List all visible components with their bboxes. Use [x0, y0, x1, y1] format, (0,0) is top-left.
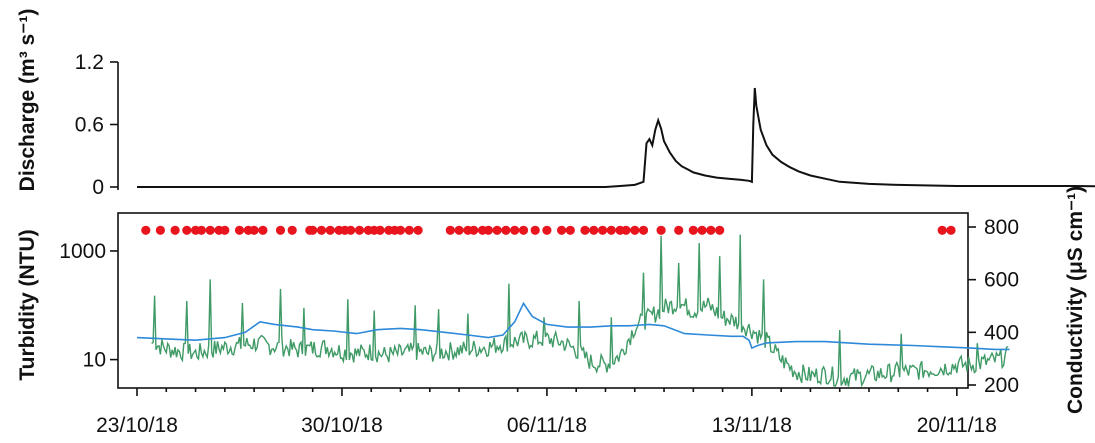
sampling-marker-point: [946, 225, 956, 235]
discharge-y-tick-label: 0.6: [75, 114, 104, 137]
sampling-marker-point: [510, 225, 520, 235]
discharge-y-tick-label: 1.2: [75, 51, 104, 74]
conductivity-y-tick-label: 400: [984, 321, 1019, 344]
sampling-marker-point: [706, 225, 716, 235]
sampling-marker-point: [155, 225, 165, 235]
sampling-marker-point: [205, 225, 215, 235]
sampling-marker-point: [454, 225, 464, 235]
sampling-marker-point: [354, 225, 365, 235]
date-x-tick-label: 20/11/18: [917, 414, 997, 437]
sampling-marker-point: [715, 225, 725, 235]
sampling-marker-point: [234, 225, 245, 235]
sampling-marker-point: [656, 225, 666, 235]
sampling-marker-point: [220, 225, 230, 235]
sampling-marker-point: [316, 225, 327, 235]
conductivity-y-tick-label: 200: [984, 374, 1019, 397]
sampling-marker-point: [404, 225, 414, 235]
sampling-marker-point: [258, 225, 268, 235]
sampling-markers: [141, 225, 956, 235]
sampling-marker-point: [589, 225, 599, 235]
conductivity-series-line: [136, 301, 1010, 351]
sampling-marker-point: [249, 225, 259, 235]
sampling-marker-point: [530, 225, 540, 235]
sampling-marker-point: [638, 225, 649, 235]
sampling-marker-point: [598, 225, 608, 235]
turbidity-y-tick-label: 10: [83, 349, 106, 372]
sampling-marker-point: [141, 225, 151, 235]
sampling-marker-point: [325, 225, 335, 235]
sampling-marker-point: [182, 225, 192, 235]
date-x-tick-label: 13/11/18: [712, 414, 792, 437]
sampling-marker-point: [606, 225, 616, 235]
sampling-marker-point: [565, 225, 575, 235]
sampling-marker-point: [501, 225, 511, 235]
discharge-series-line: [137, 87, 1095, 188]
sampling-marker-point: [580, 225, 590, 235]
sampling-marker-point: [557, 225, 567, 235]
discharge-axis-label: Discharge (m³ s⁻¹): [16, 9, 39, 192]
turbidity-conductivity-panel: Turbidity (NTU) Conductivity (μS cm⁻¹) 1…: [16, 186, 1087, 437]
turbidity-y-tick-label: 1000: [59, 240, 106, 263]
bottom-plot-frame: [117, 212, 969, 389]
date-x-tick-label: 23/10/18: [96, 414, 178, 437]
sampling-marker-point: [196, 225, 206, 235]
sampling-marker-point: [469, 225, 479, 235]
sampling-marker-point: [542, 225, 552, 235]
sampling-marker-point: [630, 225, 640, 235]
sampling-marker-point: [395, 225, 406, 235]
sampling-marker-point: [308, 225, 318, 235]
sampling-marker-point: [287, 225, 297, 235]
sampling-marker-point: [445, 225, 455, 235]
turbidity-y-ticks: 10 1000: [59, 240, 118, 372]
date-x-tick-label: 30/10/18: [301, 414, 383, 437]
sampling-marker-point: [621, 225, 631, 235]
turbidity-series-line: [151, 234, 1009, 389]
discharge-y-tick-label: 0: [92, 176, 104, 199]
sampling-marker-point: [346, 225, 356, 235]
sampling-marker-point: [413, 225, 423, 235]
sampling-marker-point: [483, 225, 493, 235]
conductivity-y-tick-label: 600: [984, 269, 1019, 292]
sampling-marker-point: [375, 225, 385, 235]
turbidity-axis-label: Turbidity (NTU): [16, 229, 39, 380]
sampling-marker-point: [674, 225, 684, 235]
sampling-marker-point: [697, 225, 707, 235]
conductivity-y-ticks: 200 400 600 800: [968, 216, 1019, 397]
sampling-marker-point: [688, 225, 698, 235]
discharge-panel: Discharge (m³ s⁻¹) 0 0.6 1.2: [16, 9, 1095, 199]
discharge-y-ticks: 0 0.6 1.2: [75, 51, 118, 199]
sampling-marker-point: [275, 225, 286, 235]
sampling-marker-point: [492, 225, 502, 235]
date-x-ticks: 23/10/18 30/10/18 06/11/18 13/11/18 20/11/18: [96, 388, 997, 437]
sampling-marker-point: [518, 225, 529, 235]
conductivity-y-tick-label: 800: [984, 216, 1019, 239]
date-x-tick-label: 06/11/18: [507, 414, 587, 437]
sampling-marker-point: [937, 225, 947, 235]
conductivity-axis-label: Conductivity (μS cm⁻¹): [1064, 186, 1087, 414]
sampling-marker-point: [170, 225, 180, 235]
